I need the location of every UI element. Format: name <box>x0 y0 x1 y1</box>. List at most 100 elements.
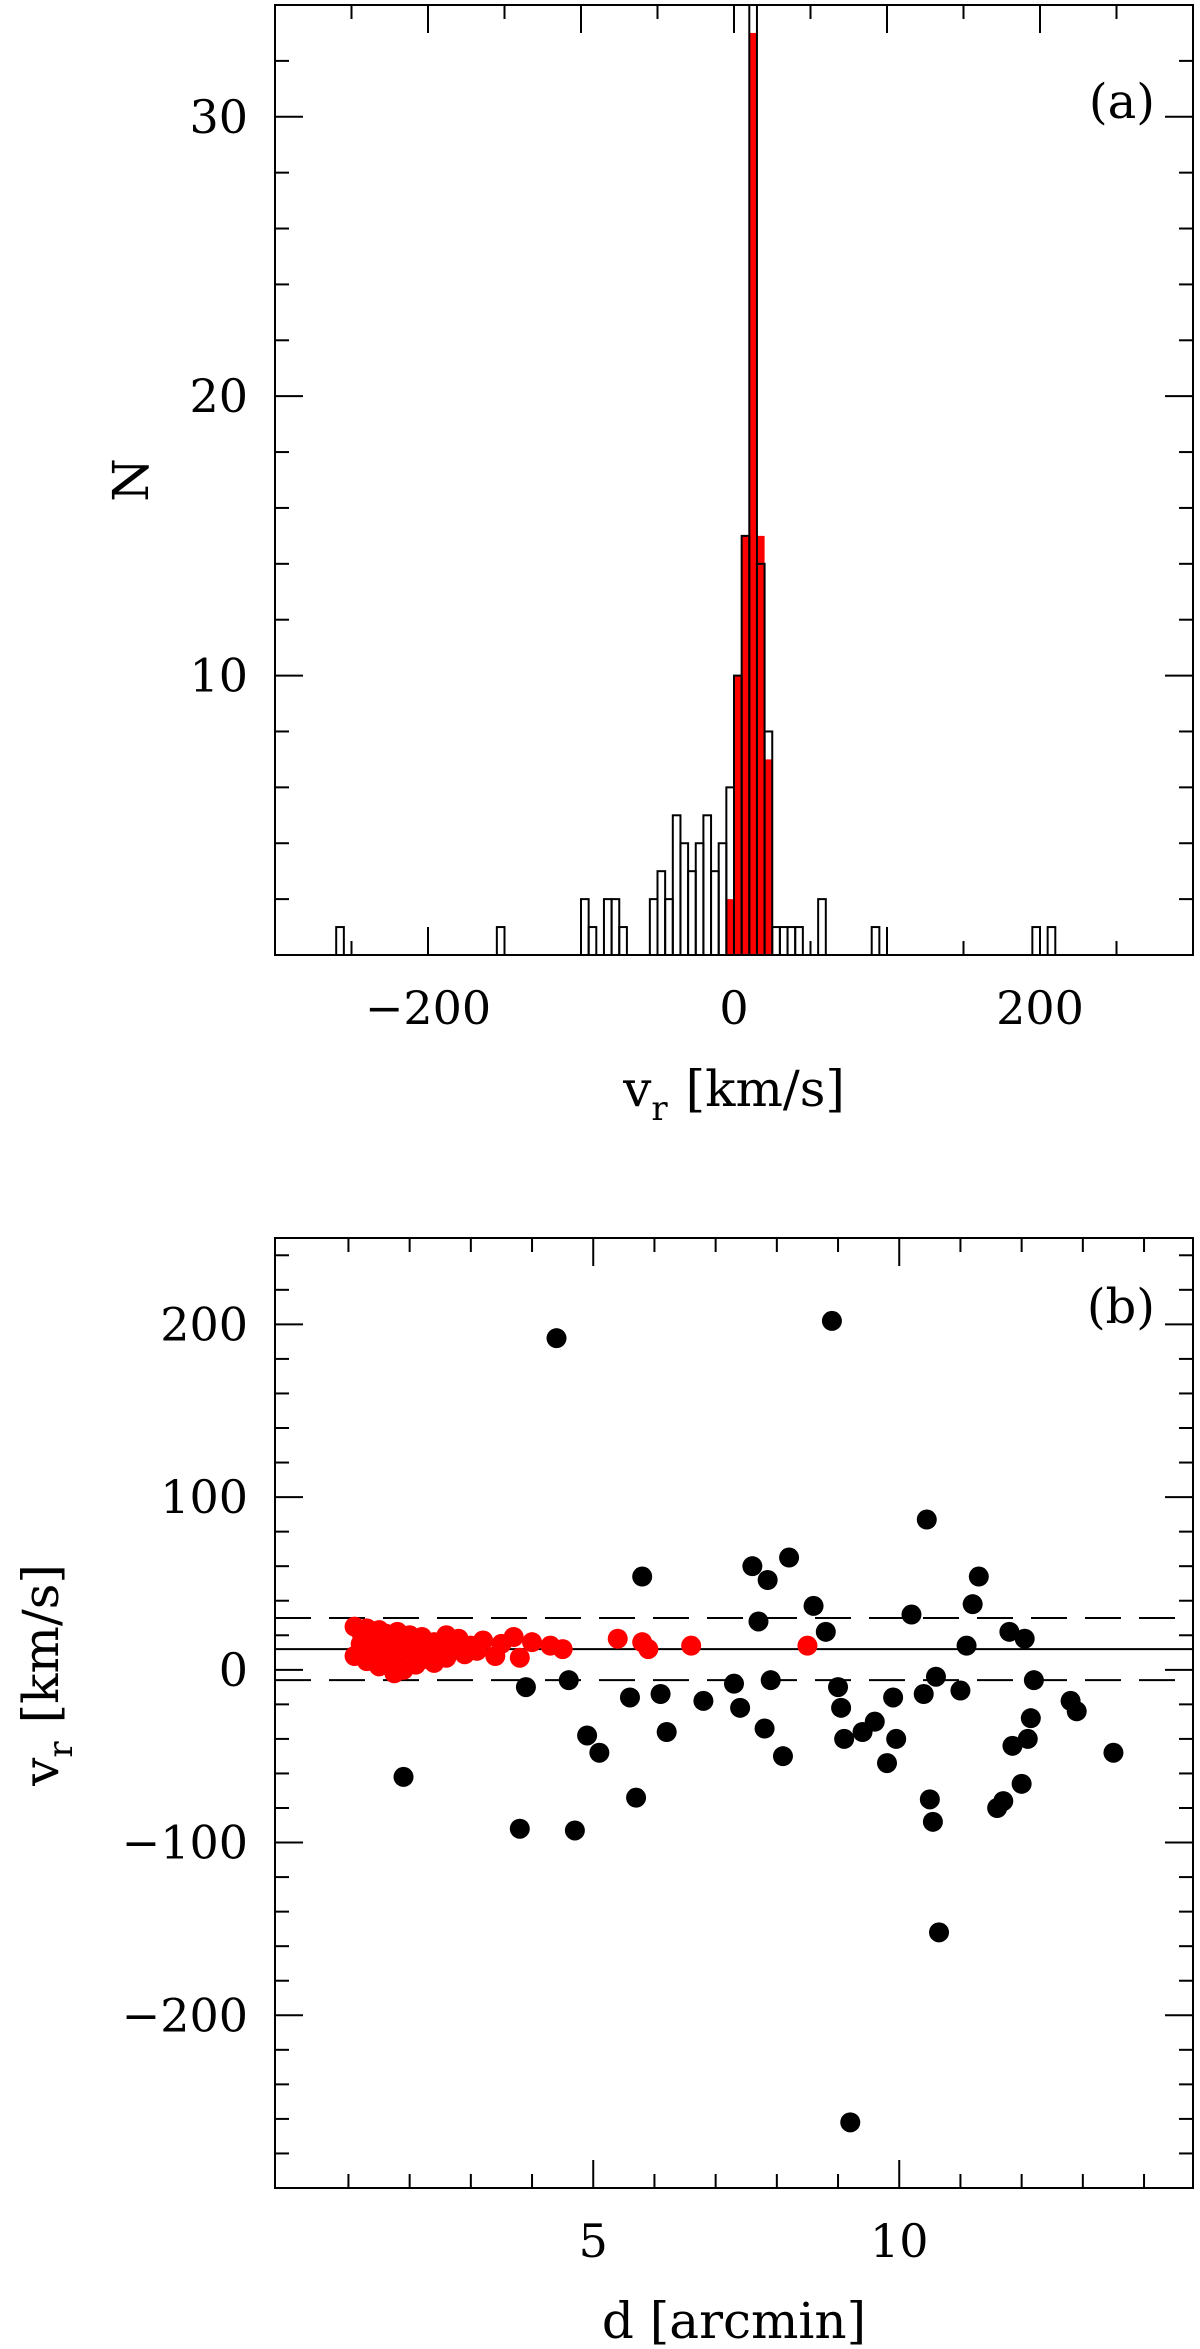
x-tick-label: 5 <box>579 2214 608 2268</box>
nonmember-point-4 <box>558 1670 579 1691</box>
outline-bar-23 <box>771 926 781 957</box>
filled-bar-0 <box>726 899 734 955</box>
panel-b-ticks: 5 10 −200 −100 0 100 200 <box>122 1238 1193 2268</box>
nonmember-point-51 <box>1014 1628 1035 1649</box>
panel-a-y-axis-title: N <box>102 458 160 502</box>
panel-b-x-axis-title: d [arcmin] <box>602 2292 866 2349</box>
nonmember-point-1 <box>509 1818 530 1839</box>
member-point-22 <box>552 1639 573 1660</box>
nonmember-point-44 <box>962 1594 983 1615</box>
member-point-33 <box>466 1640 487 1661</box>
panel-b-y-axis-title-sub: r <box>41 1741 81 1758</box>
y-tick-label: −200 <box>122 1988 248 2042</box>
nonmember-point-27 <box>831 1697 852 1718</box>
outline-bar-5 <box>610 898 621 957</box>
nonmember-point-54 <box>1023 1670 1044 1691</box>
nonmember-point-6 <box>577 1725 598 1746</box>
nonmember-point-50 <box>1011 1773 1032 1794</box>
nonmember-point-24 <box>815 1621 836 1642</box>
nonmember-point-25 <box>821 1310 842 1331</box>
nonmember-point-23 <box>803 1595 824 1616</box>
filled-bar-5 <box>764 759 773 955</box>
member-point-40 <box>405 1654 426 1675</box>
nonmember-point-5 <box>564 1820 585 1841</box>
nonmember-point-21 <box>772 1746 793 1767</box>
outline-bar-12 <box>687 870 697 956</box>
member-point-34 <box>485 1646 506 1666</box>
nonmember-point-45 <box>968 1566 989 1587</box>
panel-b-points <box>344 1310 1124 2133</box>
outline-bar-3 <box>587 926 598 957</box>
outline-bar-4 <box>602 898 613 957</box>
nonmember-point-47 <box>993 1791 1014 1812</box>
panel-a-histogram-bars <box>335 4 1057 957</box>
member-point-46 <box>607 1628 628 1649</box>
scatter-panel-b: 5 10 −200 −100 0 100 200 (b) vr [km/s] d [arcmi… <box>12 1237 1194 2349</box>
member-point-49 <box>681 1635 702 1656</box>
panel-a-x-axis-title-main: v <box>622 1060 652 1118</box>
outline-bar-1 <box>495 926 506 957</box>
outline-bar-24 <box>778 926 789 957</box>
filled-bar-3 <box>749 32 757 956</box>
outline-bar-16 <box>717 842 728 956</box>
nonmember-point-33 <box>883 1687 904 1708</box>
outline-bar-10 <box>671 814 682 957</box>
y-tick-label: 200 <box>160 1297 248 1351</box>
nonmember-point-14 <box>724 1673 744 1694</box>
member-point-48 <box>638 1639 659 1660</box>
nonmember-point-41 <box>929 1922 950 1943</box>
x-tick-label: −200 <box>365 981 491 1035</box>
outline-bar-27 <box>817 898 827 957</box>
outline-bar-26 <box>794 926 804 957</box>
nonmember-point-0 <box>393 1766 414 1787</box>
y-tick-label: 0 <box>219 1643 248 1697</box>
outline-bar-25 <box>786 926 797 957</box>
outline-bar-0 <box>335 926 345 957</box>
x-tick-label: 200 <box>996 981 1084 1035</box>
outline-bar-28 <box>870 926 881 957</box>
nonmember-point-37 <box>916 1509 937 1530</box>
nonmember-point-49 <box>1002 1735 1023 1756</box>
nonmember-point-39 <box>922 1811 943 1832</box>
nonmember-point-57 <box>1103 1742 1124 1763</box>
filled-bar-4 <box>756 535 765 955</box>
panel-a-x-axis-title: vr [km/s] <box>622 1060 845 1129</box>
nonmember-point-31 <box>864 1711 885 1732</box>
outline-bar-13 <box>694 842 705 956</box>
outline-bar-11 <box>679 842 690 956</box>
panel-a-ticks: −200 0 200 10 20 30 <box>189 4 1193 1035</box>
outline-bar-29 <box>1031 926 1041 957</box>
nonmember-point-35 <box>901 1604 922 1625</box>
nonmember-point-19 <box>757 1570 778 1590</box>
nonmember-point-29 <box>840 2112 861 2133</box>
nonmember-point-40 <box>925 1666 946 1687</box>
nonmember-point-12 <box>656 1722 677 1742</box>
member-point-45 <box>436 1647 457 1668</box>
member-point-43 <box>393 1640 414 1661</box>
nonmember-point-38 <box>919 1789 940 1810</box>
member-point-44 <box>418 1637 438 1658</box>
member-point-19 <box>503 1627 524 1647</box>
nonmember-point-15 <box>730 1697 751 1718</box>
panel-a-tag: (a) <box>1089 74 1155 130</box>
panel-a-x-axis-title-sub: r <box>651 1089 668 1129</box>
nonmember-point-28 <box>834 1728 855 1749</box>
member-point-35 <box>509 1647 530 1668</box>
y-tick-label: 20 <box>189 369 248 423</box>
nonmember-point-52 <box>1017 1728 1038 1749</box>
nonmember-point-8 <box>619 1687 640 1708</box>
nonmember-point-26 <box>828 1677 849 1698</box>
nonmember-point-17 <box>748 1611 769 1632</box>
nonmember-point-36 <box>913 1684 934 1704</box>
member-point-51 <box>384 1663 405 1684</box>
histogram-panel-a: −200 0 200 10 20 30 (a) N vr [km/s] <box>102 4 1194 1129</box>
nonmember-point-34 <box>886 1728 907 1749</box>
nonmember-point-22 <box>779 1547 800 1568</box>
outline-bar-15 <box>710 870 720 956</box>
panel-b-y-axis-title: vr [km/s] <box>12 1564 81 1787</box>
nonmember-point-42 <box>950 1680 971 1701</box>
nonmember-point-18 <box>754 1718 775 1739</box>
panel-a-x-axis-title-units: [km/s] <box>686 1060 845 1118</box>
nonmember-point-43 <box>956 1635 977 1656</box>
